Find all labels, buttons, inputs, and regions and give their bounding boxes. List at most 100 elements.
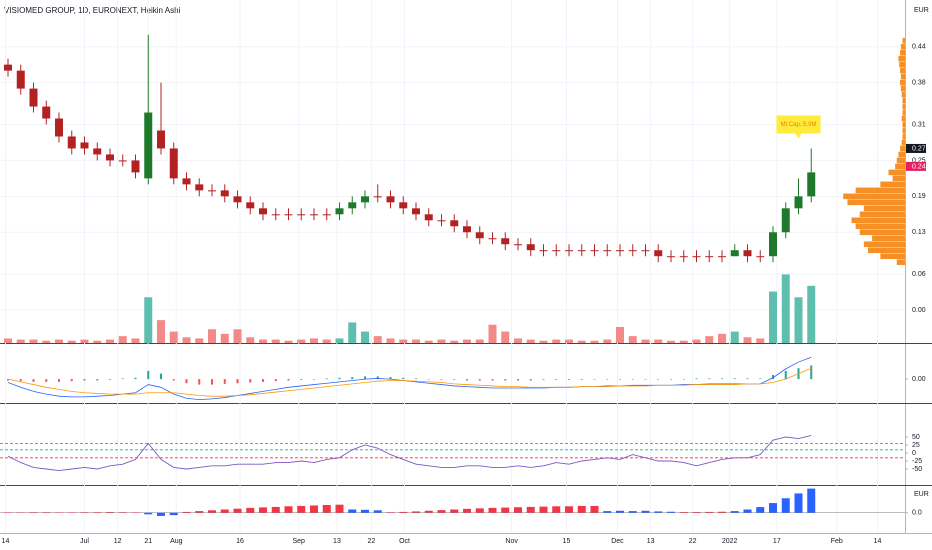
candle-body — [794, 196, 803, 209]
histogram-bar — [577, 505, 586, 513]
candle-body — [310, 214, 318, 216]
histogram-bar — [399, 511, 408, 513]
volume-bar — [271, 339, 280, 343]
histogram-bar — [297, 505, 306, 513]
histogram-bar — [539, 506, 548, 513]
histogram-bar — [246, 507, 255, 513]
volume-bar — [769, 291, 777, 343]
macd-histogram-bar — [504, 379, 507, 381]
y-tick-label: 0.0 — [912, 510, 922, 517]
x-tick-label: Dec — [611, 538, 624, 545]
candle-body — [131, 160, 140, 173]
x-tick-label: 17 — [773, 538, 781, 545]
histogram-bar — [488, 507, 497, 513]
x-tick-label: 15 — [563, 538, 571, 545]
profile-bar — [851, 217, 905, 224]
candle-body — [93, 148, 102, 155]
macd-histogram-bar — [810, 365, 813, 380]
currency-label: EUR — [914, 491, 929, 498]
annotation-box — [776, 115, 821, 139]
macd-histogram-bar — [580, 379, 583, 380]
volume-bar — [16, 339, 25, 343]
candle-body — [526, 244, 535, 251]
profile-bar — [898, 151, 905, 158]
macd-histogram-bar — [682, 379, 685, 380]
profile-bar — [900, 49, 905, 56]
volume-bar — [386, 338, 395, 343]
volume-bar — [246, 337, 255, 343]
histogram-bar — [233, 508, 242, 513]
profile-bar — [899, 61, 905, 68]
profile-bar — [902, 109, 905, 116]
candle-body — [514, 244, 522, 246]
macd-histogram-bar — [568, 379, 570, 380]
macd-histogram-bar — [746, 378, 749, 380]
volume-bar — [679, 340, 688, 343]
histogram-bar — [4, 512, 12, 513]
histogram-bar — [667, 511, 675, 513]
histogram-bar — [208, 510, 216, 513]
histogram-bar — [373, 510, 382, 513]
profile-bar — [901, 115, 905, 122]
macd-histogram-bar — [7, 379, 9, 381]
macd-histogram-bar — [364, 376, 366, 380]
candle-body — [501, 238, 510, 245]
volume-bar — [705, 336, 714, 343]
histogram-bar — [501, 507, 510, 513]
profile-bar — [880, 181, 905, 188]
histogram-bar — [756, 507, 765, 513]
candle-body — [641, 250, 650, 252]
volume-bar — [182, 337, 191, 343]
candle-body — [157, 130, 165, 149]
y-tick-label: 0.06 — [912, 271, 926, 278]
macd-histogram-bar — [631, 379, 634, 380]
price-badge — [906, 161, 926, 171]
x-tick-label: 13 — [333, 538, 341, 545]
volume-bar — [259, 339, 267, 343]
volume-bar — [616, 326, 624, 343]
histogram-bar — [131, 512, 140, 513]
volume-bar — [157, 320, 165, 343]
histogram-bar — [322, 505, 331, 513]
candle-body — [424, 214, 433, 221]
candle-body — [590, 250, 599, 252]
histogram-bar — [144, 512, 153, 515]
candle-body — [335, 208, 344, 215]
profile-bar — [863, 205, 905, 212]
y-tick-label: 0.00 — [912, 376, 926, 383]
y-tick-label: 0.38 — [912, 79, 926, 86]
volume-bar — [552, 339, 561, 343]
candle-body — [577, 250, 586, 252]
histogram-bar — [641, 510, 650, 513]
candle-body — [616, 250, 624, 252]
profile-bar — [901, 91, 905, 98]
profile-bar — [895, 163, 905, 170]
candle-body — [756, 256, 765, 258]
candle-body — [781, 208, 790, 233]
macd-histogram-bar — [274, 379, 277, 382]
currency-label: EUR — [914, 7, 929, 14]
macd-histogram-bar — [223, 379, 226, 384]
macd-histogram-bar — [478, 379, 481, 381]
profile-bar — [898, 55, 905, 62]
x-tick-label: Feb — [831, 538, 843, 545]
profile-bar — [900, 79, 905, 86]
volume-bar — [93, 340, 102, 343]
histogram-bar — [412, 511, 420, 513]
histogram-bar — [526, 506, 535, 513]
candle-body — [412, 208, 420, 215]
candle-body — [450, 220, 459, 227]
macd-histogram-bar — [389, 377, 392, 380]
candle-body — [692, 256, 701, 258]
profile-bar — [900, 67, 905, 74]
histogram-bar — [692, 512, 701, 513]
price-badge-label: 0.24 — [912, 163, 926, 170]
volume-bar — [220, 333, 229, 343]
macd-histogram-bar — [325, 378, 328, 380]
histogram-bar — [730, 511, 739, 513]
profile-bar — [902, 121, 905, 128]
profile-bar — [867, 247, 905, 254]
x-tick-label: 16 — [236, 538, 244, 545]
volume-bar — [310, 338, 318, 343]
macd-histogram-bar — [542, 379, 545, 380]
